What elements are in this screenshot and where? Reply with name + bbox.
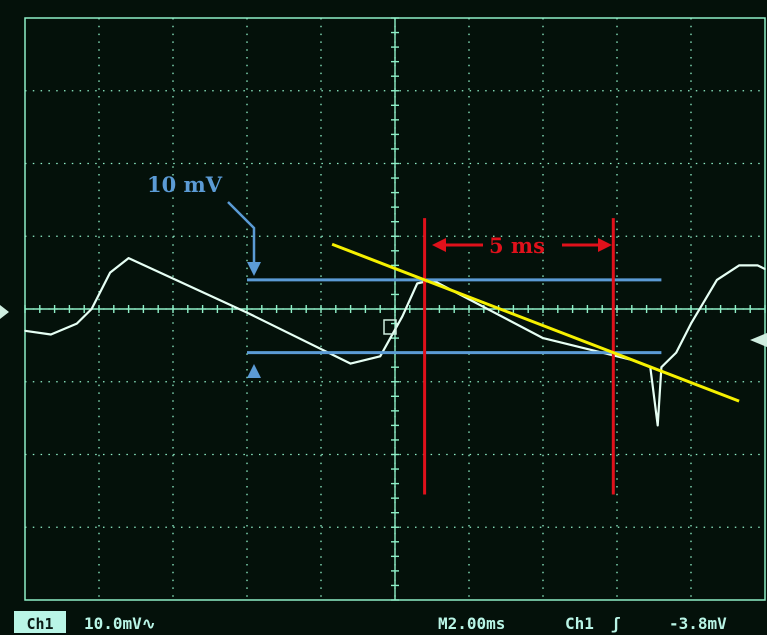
channel-badge-label: Ch1 [26,615,53,633]
channel-badge [14,611,66,633]
waveform-point [349,362,352,365]
waveform-point [127,257,130,259]
trigger-level-readout: -3.8mV [669,614,727,633]
amplitude-label-pointer [227,201,256,268]
waveform-point [660,366,663,369]
period-arrow-left-icon [432,238,446,252]
decay-fit-line [331,242,740,403]
signal-trace [24,257,766,427]
measurement-cursors [247,218,740,495]
waveform-point [668,359,670,361]
waveform-point [656,424,659,427]
waveform-point [764,268,766,270]
waveform-point [756,264,759,267]
waveform-point [716,279,718,281]
waveform-point [542,337,544,339]
waveform-point [690,322,692,325]
status-bar: Ch1 10.0mV ∿ M2.00ms Ch1 ʃ -3.8mV [14,611,727,633]
period-label: 5 ms [489,233,545,258]
waveform-point [246,311,248,314]
waveform-point [379,355,382,358]
trigger-level-marker-icon [750,333,767,347]
waveform-point [24,330,26,332]
amplitude-arrow-bottom-icon [247,364,261,378]
waveform-point [675,351,677,354]
amplitude-arrow-top-icon [247,262,261,276]
ground-marker-icon [0,305,9,319]
waveform-point [738,264,740,267]
waveform-line [24,257,766,427]
trigger-position-marker [383,319,397,335]
waveform-point [50,333,52,336]
waveform-point [90,308,93,310]
period-arrow-right-icon [598,238,612,252]
waveform-point [76,322,78,325]
waveform-point [109,271,111,274]
amplitude-label: 10 mV [147,172,223,197]
waveform-point [416,282,419,285]
vertical-scale-readout: 10.0mV [84,614,142,633]
trigger-slope-icon: ʃ [611,614,621,633]
coupling-icon: ∿ [142,614,155,633]
waveform-point [401,315,404,318]
trigger-source-readout: Ch1 [565,614,594,633]
timebase-readout: M2.00ms [438,614,505,633]
